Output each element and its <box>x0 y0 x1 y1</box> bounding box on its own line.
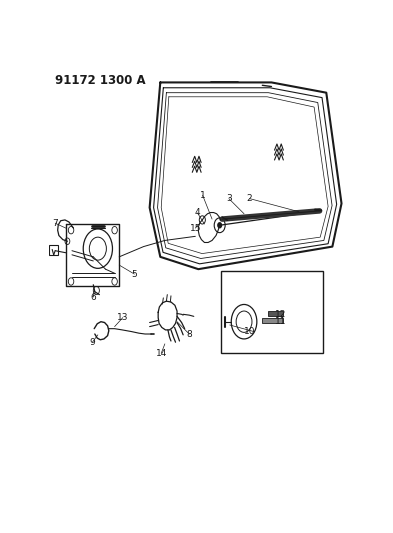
Text: 8: 8 <box>186 329 192 338</box>
Text: 2: 2 <box>247 194 252 203</box>
Text: 11: 11 <box>274 317 286 326</box>
Bar <box>49 245 58 255</box>
Text: 10: 10 <box>244 327 256 336</box>
Text: 13: 13 <box>117 313 129 322</box>
Text: 4: 4 <box>195 208 200 217</box>
Bar <box>262 318 283 324</box>
Text: 9: 9 <box>90 338 95 347</box>
Text: 12: 12 <box>274 310 286 319</box>
Text: 15: 15 <box>189 224 201 232</box>
Bar <box>268 311 283 317</box>
Circle shape <box>218 223 222 228</box>
Text: 3: 3 <box>226 194 232 203</box>
Text: 6: 6 <box>90 293 96 302</box>
Text: 91172 1300 A: 91172 1300 A <box>55 74 146 87</box>
Text: 14: 14 <box>156 349 167 358</box>
Text: 7: 7 <box>52 219 58 228</box>
Text: 5: 5 <box>132 270 137 279</box>
Text: 1: 1 <box>200 191 206 200</box>
Bar <box>221 271 323 353</box>
